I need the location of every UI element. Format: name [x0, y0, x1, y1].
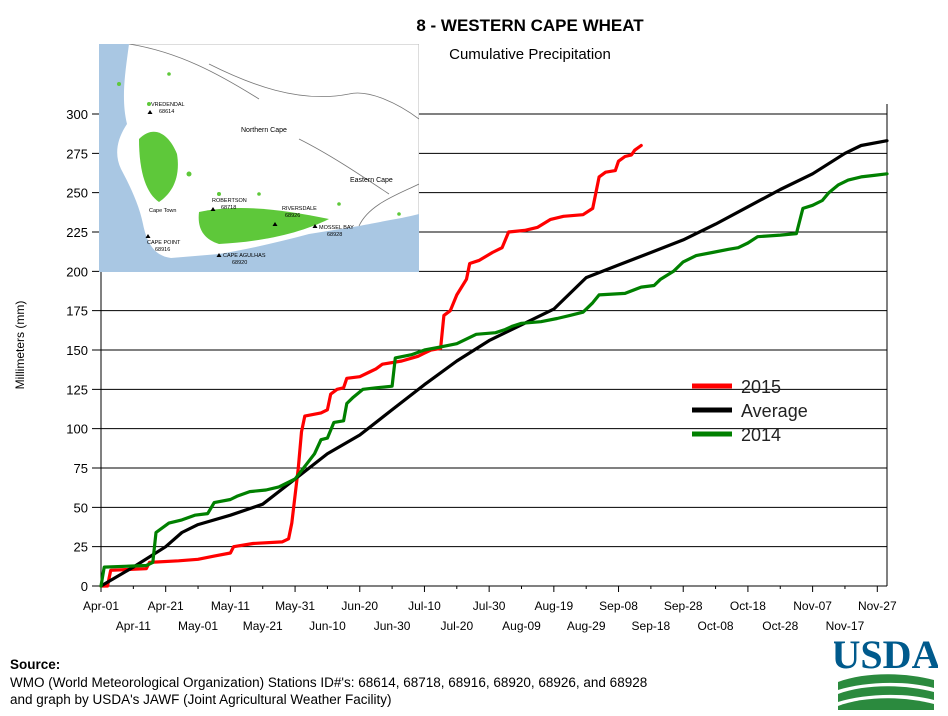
- map-label-68926: 68926: [285, 213, 300, 219]
- y-axis-label: Millimeters (mm): [13, 301, 27, 390]
- y-tick-label: 100: [66, 422, 88, 437]
- y-axis-ticks: 0 25 50 75 100 125 150 175 200 225 250 275 300: [66, 107, 88, 594]
- map-label-riversdale: RIVERSDALE: [282, 206, 317, 212]
- x-tick-label: Sep-08: [599, 599, 638, 613]
- western-cape-map: VREDENDAL 68614 Northern Cape Eastern Ca…: [99, 44, 419, 272]
- map-label-northern-cape: Northern Cape: [241, 127, 287, 134]
- chart-subtitle: Cumulative Precipitation: [449, 46, 611, 63]
- map-label-68928: 68928: [327, 232, 342, 238]
- y-tick-label: 275: [66, 146, 88, 161]
- map-label-vredendal: VREDENDAL: [151, 102, 185, 108]
- x-axis-ticks: Apr-01 Apr-21 May-11 May-31 Jun-20 Jul-10 Jul-…: [83, 586, 897, 633]
- x-tick-label: Jun-20: [341, 599, 378, 613]
- x-tick-label: May-01: [178, 619, 218, 633]
- x-tick-label: Jul-30: [473, 599, 506, 613]
- x-tick-label: Jul-10: [408, 599, 441, 613]
- legend-label-average: Average: [741, 401, 808, 421]
- map-label-mossel-bay: MOSSEL BAY: [319, 225, 354, 231]
- legend-label-2014: 2014: [741, 425, 781, 445]
- source-line-1: WMO (World Meteorological Organization) …: [10, 674, 648, 690]
- wheat-region-overberg: [198, 208, 329, 244]
- map-label-68916: 68916: [155, 247, 170, 253]
- series-lines: [99, 139, 889, 588]
- map-label-cape-point: CAPE POINT: [147, 240, 181, 246]
- x-tick-label: Nov-27: [858, 599, 897, 613]
- y-tick-label: 300: [66, 107, 88, 122]
- usda-logo: USDA: [834, 632, 938, 710]
- y-tick-label: 175: [66, 304, 88, 319]
- series-line-2015: [99, 143, 643, 588]
- x-tick-label: Sep-28: [664, 599, 703, 613]
- y-tick-label: 225: [66, 225, 88, 240]
- x-tick-label: May-21: [243, 619, 283, 633]
- x-tick-label: Aug-09: [502, 619, 541, 633]
- map-label-robertson: ROBERTSON: [212, 198, 247, 204]
- usda-logo-text: USDA: [834, 632, 938, 677]
- x-tick-label: Apr-01: [83, 599, 119, 613]
- legend: 2015 Average 2014: [692, 377, 808, 445]
- y-tick-label: 200: [66, 264, 88, 279]
- x-tick-label: Sep-18: [632, 619, 671, 633]
- x-tick-label: Aug-29: [567, 619, 606, 633]
- map-label-cape-town: Cape Town: [149, 208, 176, 214]
- usda-logo-swoosh-1: [838, 674, 934, 690]
- x-tick-label: Jul-20: [440, 619, 473, 633]
- x-tick-label: Apr-11: [116, 619, 151, 633]
- y-tick-label: 125: [66, 382, 88, 397]
- usda-logo-swoosh-2: [838, 686, 934, 702]
- x-tick-label: Jun-10: [309, 619, 346, 633]
- source-label: Source:: [10, 657, 61, 672]
- series-line-average: [99, 139, 889, 588]
- source-line-2: and graph by USDA's JAWF (Joint Agricult…: [10, 692, 392, 707]
- y-tick-label: 150: [66, 343, 88, 358]
- x-tick-label: Oct-18: [730, 599, 766, 613]
- x-tick-label: Oct-08: [698, 619, 734, 633]
- x-tick-label: Apr-21: [148, 599, 184, 613]
- map-label-68718: 68718: [221, 205, 236, 211]
- legend-label-2015: 2015: [741, 377, 781, 397]
- wheat-region-swartland: [139, 131, 178, 202]
- x-tick-label: Nov-17: [826, 619, 865, 633]
- x-tick-label: May-31: [275, 599, 315, 613]
- map-label-68920: 68920: [232, 260, 247, 266]
- map-label-cape-agulhas: CAPE AGULHAS: [223, 253, 266, 259]
- map-label-eastern-cape: Eastern Cape: [350, 177, 393, 184]
- x-tick-label: Jun-30: [374, 619, 411, 633]
- x-tick-label: Oct-28: [762, 619, 798, 633]
- y-tick-label: 25: [74, 540, 88, 555]
- usda-logo-swoosh-3: [838, 698, 934, 710]
- x-tick-label: Nov-07: [793, 599, 832, 613]
- source-footer: Source: WMO (World Meteorological Organi…: [10, 656, 647, 709]
- y-tick-label: 75: [74, 461, 88, 476]
- x-tick-label: Aug-19: [534, 599, 573, 613]
- province-borders: [128, 44, 419, 227]
- y-tick-label: 50: [74, 500, 88, 515]
- series-line-2014: [99, 172, 889, 588]
- y-tick-label: 0: [81, 579, 88, 594]
- y-tick-label: 250: [66, 186, 88, 201]
- map-label-68614: 68614: [159, 109, 174, 115]
- x-tick-label: May-11: [211, 599, 250, 613]
- ocean-west: [99, 44, 419, 272]
- chart-title: 8 - WESTERN CAPE WHEAT: [416, 16, 644, 35]
